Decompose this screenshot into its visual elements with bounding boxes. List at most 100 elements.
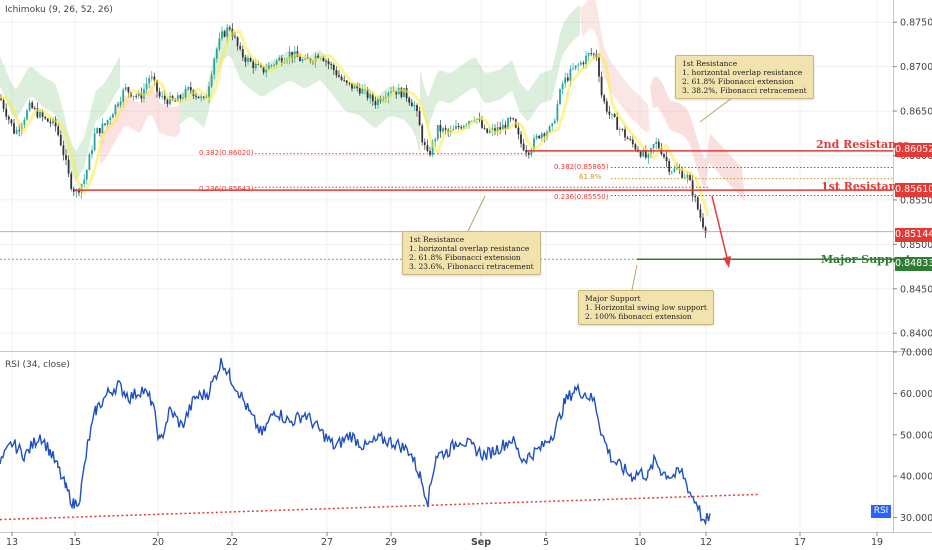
candle-body [109, 117, 112, 120]
note-pointer [631, 264, 638, 291]
candle-body [405, 88, 408, 99]
rsi-label: RSI (34, close) [5, 360, 70, 370]
rsi-badge[interactable]: RSI [871, 505, 891, 518]
time-tick-label: 17 [794, 537, 806, 548]
candle-body [670, 171, 673, 173]
time-tick-label: 10 [634, 537, 646, 548]
candle-body [254, 64, 257, 69]
candle-body [18, 129, 21, 131]
candle-body [335, 70, 338, 76]
candle-body [371, 94, 374, 102]
candle-body [366, 88, 369, 99]
candle-body [689, 174, 691, 181]
candle-body [176, 95, 179, 102]
candle-body [278, 58, 281, 61]
candle-body [239, 46, 242, 49]
candle-body [582, 62, 585, 65]
candle-body [483, 127, 486, 129]
candle-body [486, 128, 489, 133]
candle-body [403, 88, 405, 97]
candle-body [577, 64, 580, 66]
candle-body [200, 96, 203, 99]
note-pointer [467, 195, 486, 232]
time-tick-label: Sep [471, 537, 491, 548]
time-tick-label: 15 [69, 537, 81, 548]
candle-body [265, 69, 268, 73]
candle-body [673, 168, 676, 172]
candle-body [124, 87, 127, 90]
current-price-badge: 0.85144 [895, 228, 932, 242]
candle-body [158, 91, 161, 97]
candle-body [574, 65, 577, 69]
candle-body [358, 88, 361, 94]
candle-body [223, 31, 226, 37]
candle-body [455, 126, 457, 129]
candle-body [10, 119, 13, 124]
candle-body [244, 57, 247, 62]
candle-body [465, 124, 468, 126]
candle-body [36, 108, 39, 118]
time-tick-label: 13 [6, 537, 18, 548]
note-line: 3. 38.2%, Fibonacci retracement [682, 86, 807, 95]
major-support-price-badge: 0.84833 [895, 257, 932, 271]
candle-body [657, 141, 660, 149]
candle-body [395, 90, 398, 95]
candle-body [273, 64, 275, 66]
note-title: 1st Resistance [409, 235, 465, 244]
ichimoku-baseline [0, 29, 710, 217]
candle-body [72, 188, 75, 192]
candle-body [683, 177, 686, 179]
candle-body [507, 118, 509, 129]
candle-body [548, 126, 551, 133]
note-line: 2. 61.8% Fibonacci extension [409, 253, 521, 262]
rsi-tick-label: 50.0000 [900, 430, 932, 441]
candle-body [629, 139, 632, 140]
candle-body [189, 87, 192, 91]
time-tick-label: 19 [871, 537, 883, 548]
candle-body [579, 62, 582, 65]
major-support-label: Major Support [821, 253, 911, 266]
candle-body [642, 150, 645, 157]
candle-body [600, 76, 603, 96]
note-major-support: Major Support 1. Horizontal swing low su… [578, 290, 714, 325]
candle-body [98, 128, 101, 134]
candle-body [413, 105, 416, 107]
candle-body [291, 51, 294, 58]
candle-body [704, 227, 707, 233]
candle-body [556, 104, 559, 121]
candle-body [210, 74, 213, 87]
candle-body [468, 121, 470, 125]
candle-body [234, 36, 236, 38]
candle-body [49, 121, 52, 124]
candle-body [426, 145, 429, 151]
candle-body [228, 27, 231, 30]
candle-body [553, 120, 556, 124]
candle-body [345, 80, 348, 83]
candle-body [621, 128, 624, 130]
candle-body [218, 38, 221, 49]
candle-body [387, 92, 390, 98]
candle-body [13, 123, 15, 134]
time-tick-label: 20 [152, 537, 164, 548]
candle-body [2, 100, 5, 109]
candle-body [522, 143, 525, 151]
candle-body [540, 133, 543, 139]
second-resistance-label: 2nd Resistance [816, 138, 910, 151]
note-line: 1. Horizontal swing low support [585, 303, 707, 312]
candle-body [517, 127, 520, 135]
candle-body [88, 154, 91, 170]
candle-body [332, 64, 335, 70]
candle-body [442, 128, 444, 132]
candle-body [504, 124, 507, 129]
candle-body [616, 117, 619, 130]
candle-body [31, 102, 34, 109]
candle-body [106, 119, 109, 125]
candle-body [262, 66, 265, 73]
candle-body [247, 58, 249, 62]
candle-body [327, 61, 330, 64]
candle-body [590, 53, 593, 54]
candle-body [348, 82, 351, 84]
